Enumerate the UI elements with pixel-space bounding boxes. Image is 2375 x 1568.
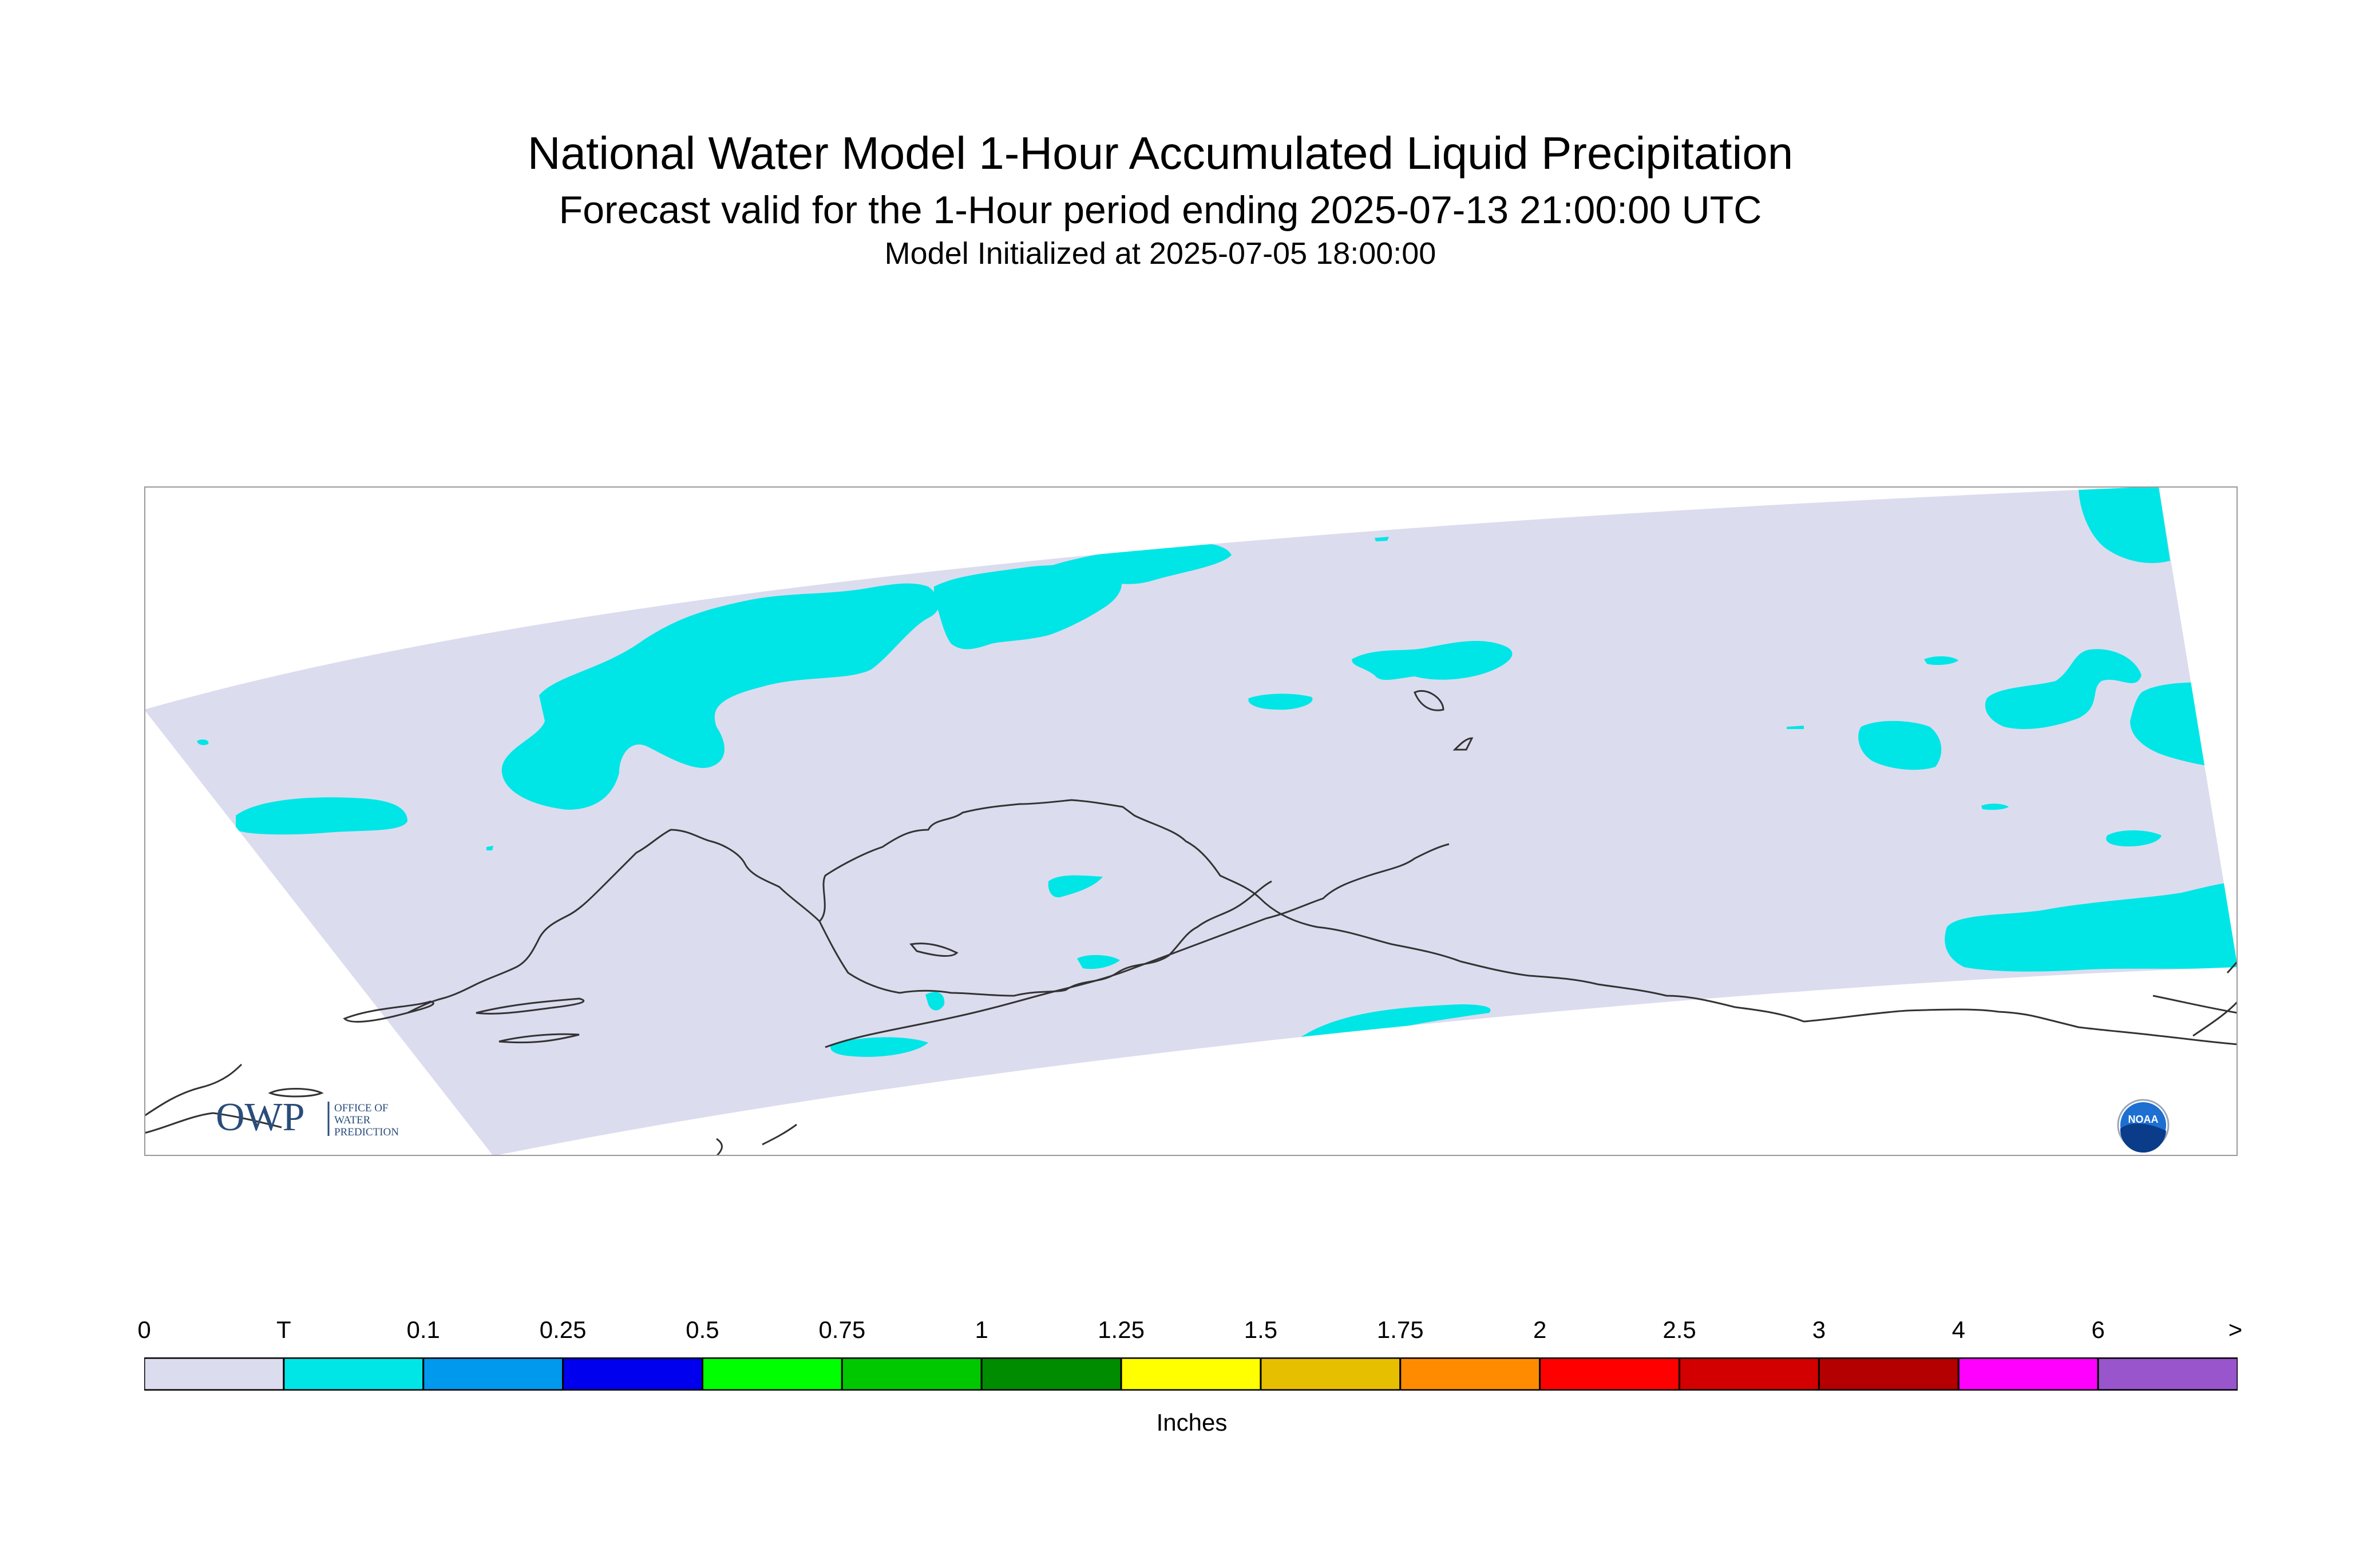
legend-units: Inches	[1156, 1409, 1228, 1436]
precip-area	[486, 846, 493, 850]
coastline-mainland	[818, 799, 2238, 1046]
legend-tick-label: 0.75	[818, 1316, 866, 1343]
legend-tick-label: 1.5	[1244, 1316, 1278, 1343]
precip-area	[1277, 1004, 1491, 1059]
noaa-logo-text: NOAA	[2128, 1114, 2159, 1125]
legend-swatch	[1818, 1357, 1960, 1391]
legend-tick-label: 3	[1812, 1316, 1826, 1343]
legend-swatch	[2097, 1357, 2238, 1391]
legend-tick-label: 4	[1952, 1316, 1965, 1343]
legend-tick-label: 0.1	[406, 1316, 440, 1343]
island-outline	[268, 1088, 324, 1098]
legend-swatch	[1539, 1357, 1681, 1391]
precip-area	[1048, 875, 1103, 898]
owp-logo-line1: OFFICE OF	[334, 1102, 389, 1114]
legend-swatch	[283, 1357, 425, 1391]
legend-tick-label: 2.5	[1662, 1316, 1696, 1343]
legend-tick-label: >	[2228, 1316, 2243, 1343]
legend-tick-label: 0.5	[686, 1316, 719, 1343]
owp-logo-text: OWP	[216, 1095, 305, 1139]
precip-area	[1248, 694, 1313, 710]
legend-swatch	[1957, 1357, 2099, 1391]
model-init-time: Model Initialized at 2025-07-05 18:00:00	[884, 236, 1436, 271]
legend-swatch	[980, 1357, 1122, 1391]
legend-swatch	[422, 1357, 564, 1391]
legend-swatch	[701, 1357, 843, 1391]
legend-tick-labels: 0 T 0.1 0.25 0.5 0.75 1 1.25 1.5 1.75 2 2.5 3 4 6 >	[0, 1316, 2375, 1351]
owp-logo-line3: PREDICTION	[334, 1126, 399, 1138]
legend-tick-label: T	[276, 1316, 291, 1343]
island-outline	[1452, 737, 1474, 751]
legend-tick-label: 0	[137, 1316, 151, 1343]
model-domain	[144, 486, 2238, 1156]
precip-area	[1375, 537, 1389, 541]
precip-area	[925, 992, 945, 1011]
legend-swatch	[841, 1357, 983, 1391]
owp-logo-line2: WATER	[334, 1114, 371, 1126]
legend-tick-label: 0.25	[539, 1316, 587, 1343]
legend-tick-label: 2	[1533, 1316, 1547, 1343]
precip-area	[1981, 803, 2009, 810]
precip-area	[197, 739, 209, 746]
precip-area	[1985, 649, 2142, 730]
precipitation-map: OWP OFFICE OF WATER PREDICTION NOAA	[144, 486, 2238, 1156]
coastline-aleutian-arc	[825, 917, 1266, 1048]
coastline-southwest	[715, 1123, 797, 1156]
legend-swatch	[1679, 1357, 1820, 1391]
precip-area	[501, 583, 939, 810]
precip-area	[1945, 881, 2238, 972]
precip-area	[1352, 641, 1513, 680]
legend-tick-label: 1.75	[1376, 1316, 1424, 1343]
island-outline	[1414, 690, 1444, 711]
precip-area	[1077, 955, 1120, 969]
precip-area	[934, 564, 1122, 650]
legend-swatch	[1260, 1357, 1402, 1391]
island-outline	[909, 943, 959, 957]
island-outline	[343, 1000, 434, 1023]
noaa-logo: NOAA	[2117, 1099, 2170, 1153]
legend-tick-label: 1.25	[1098, 1316, 1145, 1343]
precip-area	[1787, 726, 1804, 729]
precip-area	[2106, 830, 2162, 847]
legend-swatch	[562, 1357, 703, 1391]
legend-tick-label: 1	[975, 1316, 988, 1343]
coastline-siberia	[144, 1063, 282, 1134]
precip-area	[1048, 543, 1232, 584]
coastline-canada	[2152, 960, 2238, 1037]
coastlines	[144, 690, 2238, 1156]
owp-logo: OWP OFFICE OF WATER PREDICTION	[216, 1095, 399, 1139]
precip-area	[2079, 486, 2170, 563]
legend-swatch	[1399, 1357, 1541, 1391]
legend-tick-label: 6	[2091, 1316, 2105, 1343]
precip-area	[1858, 720, 1942, 770]
precip-area	[236, 797, 407, 835]
coastline-peninsula	[818, 880, 1272, 997]
precip-area	[1924, 656, 1958, 665]
map-frame	[144, 486, 2238, 1156]
precip-area	[830, 1037, 928, 1057]
coastline-western-coast	[407, 829, 821, 1014]
legend-swatch	[1120, 1357, 1262, 1391]
coastline-island-chain	[1265, 843, 1450, 920]
color-legend	[144, 1357, 2238, 1391]
island-outline	[498, 1033, 580, 1044]
map-subtitle: Forecast valid for the 1-Hour period end…	[559, 188, 1762, 232]
legend-swatch	[144, 1357, 285, 1391]
island-outline	[476, 997, 585, 1015]
map-title: National Water Model 1-Hour Accumulated …	[527, 128, 1794, 179]
